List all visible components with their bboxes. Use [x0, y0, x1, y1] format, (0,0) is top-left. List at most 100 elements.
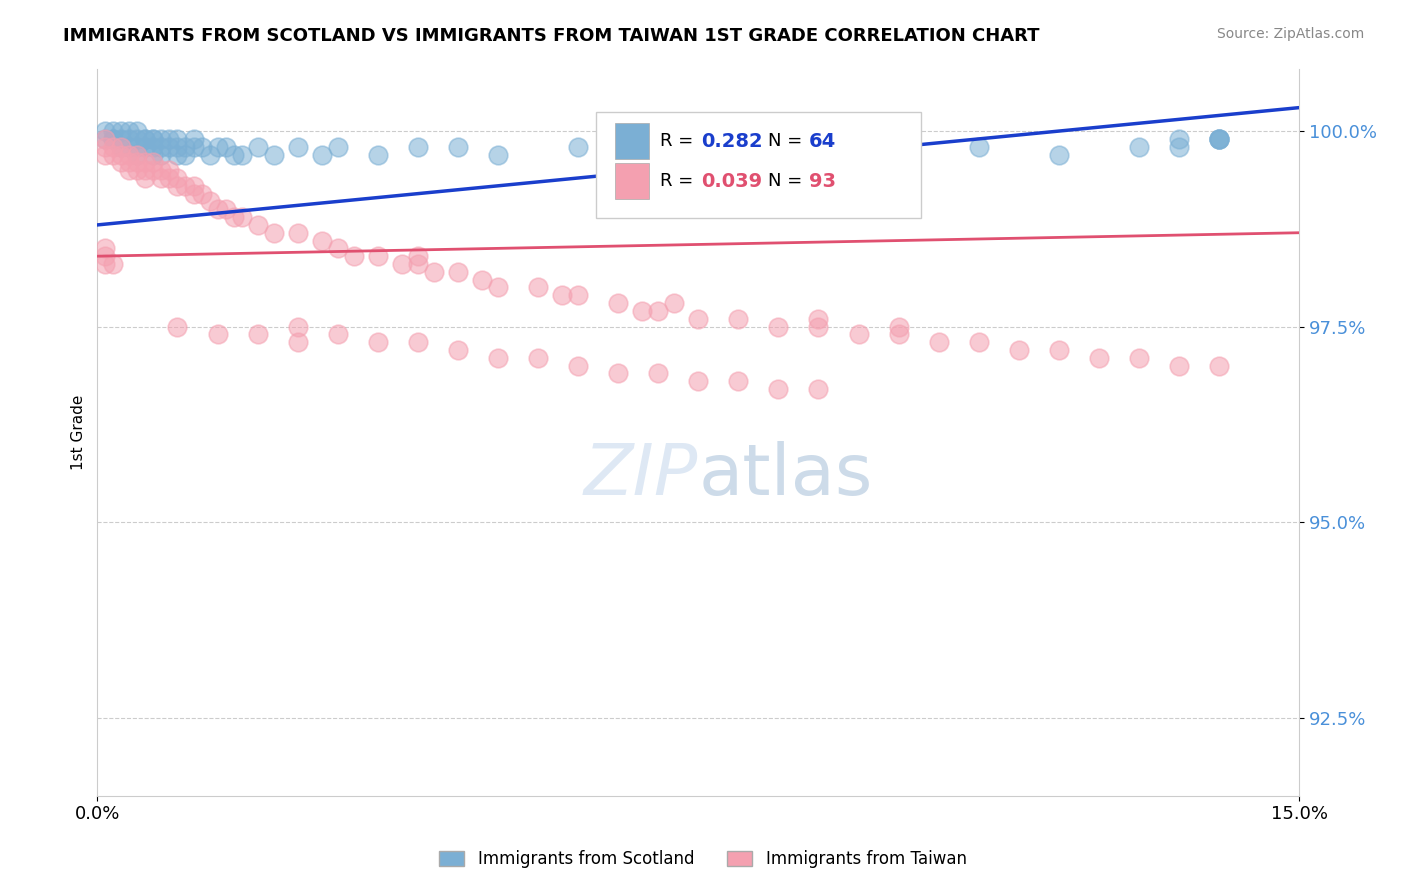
Point [127, 139, 149, 153]
Point [166, 132, 188, 146]
FancyBboxPatch shape [596, 112, 921, 218]
Point [688, 311, 710, 326]
Point [727, 139, 749, 153]
Text: 0.039: 0.039 [700, 172, 762, 191]
Text: atlas: atlas [699, 442, 873, 510]
Point [287, 335, 309, 350]
Point [118, 155, 141, 169]
Point [1208, 359, 1230, 373]
Point [326, 327, 349, 342]
Point [768, 319, 790, 334]
Point [127, 163, 149, 178]
Point [150, 171, 173, 186]
Point [607, 296, 630, 310]
Point [567, 288, 589, 302]
Point [447, 139, 470, 153]
FancyBboxPatch shape [616, 123, 650, 160]
Point [967, 139, 990, 153]
Point [807, 147, 830, 161]
Point [928, 335, 950, 350]
Point [142, 132, 165, 146]
Point [110, 139, 132, 153]
Point [326, 139, 349, 153]
Point [118, 124, 141, 138]
Point [183, 178, 205, 193]
Point [94, 249, 117, 263]
Point [567, 139, 589, 153]
Point [174, 147, 197, 161]
Point [127, 124, 149, 138]
Point [183, 132, 205, 146]
Point [551, 288, 574, 302]
Point [134, 132, 156, 146]
Point [207, 139, 229, 153]
Point [727, 311, 749, 326]
Point [94, 257, 117, 271]
Text: R =: R = [659, 172, 699, 190]
Point [198, 194, 221, 209]
Point [1128, 351, 1150, 365]
Point [664, 296, 686, 310]
Point [150, 132, 173, 146]
Point [287, 319, 309, 334]
Text: 93: 93 [808, 172, 835, 191]
Point [447, 343, 470, 357]
Point [103, 132, 125, 146]
Point [1128, 139, 1150, 153]
Point [94, 241, 117, 255]
Point [142, 147, 165, 161]
Point [231, 210, 253, 224]
Y-axis label: 1st Grade: 1st Grade [72, 394, 86, 470]
Point [142, 139, 165, 153]
Point [887, 327, 910, 342]
Point [486, 351, 509, 365]
Point [1047, 343, 1070, 357]
Point [406, 257, 429, 271]
Point [134, 132, 156, 146]
Point [166, 319, 188, 334]
Point [727, 374, 749, 388]
Text: IMMIGRANTS FROM SCOTLAND VS IMMIGRANTS FROM TAIWAN 1ST GRADE CORRELATION CHART: IMMIGRANTS FROM SCOTLAND VS IMMIGRANTS F… [63, 27, 1040, 45]
Point [214, 202, 236, 217]
Point [118, 132, 141, 146]
Point [263, 147, 285, 161]
Text: N =: N = [768, 132, 808, 150]
Point [1088, 351, 1111, 365]
Point [134, 139, 156, 153]
Point [391, 257, 413, 271]
Point [183, 139, 205, 153]
Point [423, 265, 446, 279]
Point [527, 280, 550, 294]
Point [1208, 132, 1230, 146]
Point [486, 147, 509, 161]
Point [807, 311, 830, 326]
Point [103, 147, 125, 161]
Point [246, 327, 269, 342]
Point [607, 367, 630, 381]
Point [94, 132, 117, 146]
Point [647, 304, 669, 318]
Point [110, 132, 132, 146]
Point [406, 139, 429, 153]
Point [1208, 132, 1230, 146]
Point [647, 367, 669, 381]
Point [471, 273, 494, 287]
Point [183, 186, 205, 201]
Point [134, 163, 156, 178]
Point [447, 265, 470, 279]
Point [159, 132, 181, 146]
Point [967, 335, 990, 350]
Point [768, 382, 790, 396]
Point [406, 335, 429, 350]
Point [207, 202, 229, 217]
Point [166, 147, 188, 161]
Point [246, 139, 269, 153]
Text: Source: ZipAtlas.com: Source: ZipAtlas.com [1216, 27, 1364, 41]
Point [118, 163, 141, 178]
Point [367, 147, 389, 161]
Point [94, 147, 117, 161]
Point [174, 139, 197, 153]
Text: 64: 64 [808, 132, 837, 151]
Point [166, 178, 188, 193]
Point [263, 226, 285, 240]
